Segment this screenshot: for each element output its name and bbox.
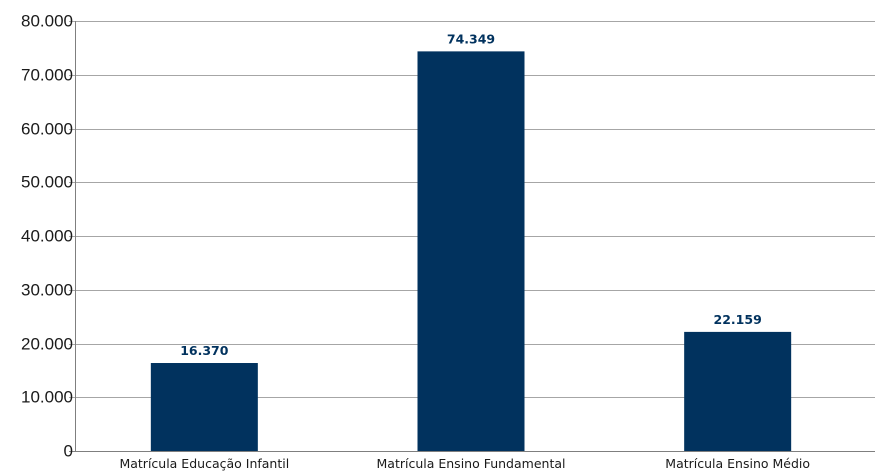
data-label: 74.349: [447, 31, 495, 46]
x-category-label: Matrícula Educação Infantil: [119, 456, 289, 471]
y-tick-label: 60.000: [21, 120, 73, 139]
bar: [151, 363, 258, 451]
x-axis-category-labels: Matrícula Educação Infantil Matrícula Ens…: [119, 456, 810, 471]
bars: [151, 51, 791, 451]
bar: [684, 332, 791, 451]
data-label: 16.370: [180, 343, 229, 358]
y-tick-label: 40.000: [21, 227, 73, 246]
x-category-label: Matrícula Ensino Fundamental: [377, 456, 566, 471]
y-tick-label: 80.000: [21, 12, 73, 31]
y-tick-label: 0: [64, 442, 73, 461]
x-category-label: Matrícula Ensino Médio: [665, 456, 810, 471]
y-tick-label: 70.000: [21, 66, 73, 85]
data-label: 22.159: [714, 312, 762, 327]
y-tick-label: 20.000: [21, 335, 73, 354]
y-tick-label: 50.000: [21, 173, 73, 192]
y-tick-label: 10.000: [21, 388, 73, 407]
y-tick-label: 30.000: [21, 281, 73, 300]
y-axis-tick-labels: 0 10.000 20.000 30.000 40.000 50.000 60.000 70.…: [21, 12, 73, 461]
bar: [418, 51, 525, 451]
